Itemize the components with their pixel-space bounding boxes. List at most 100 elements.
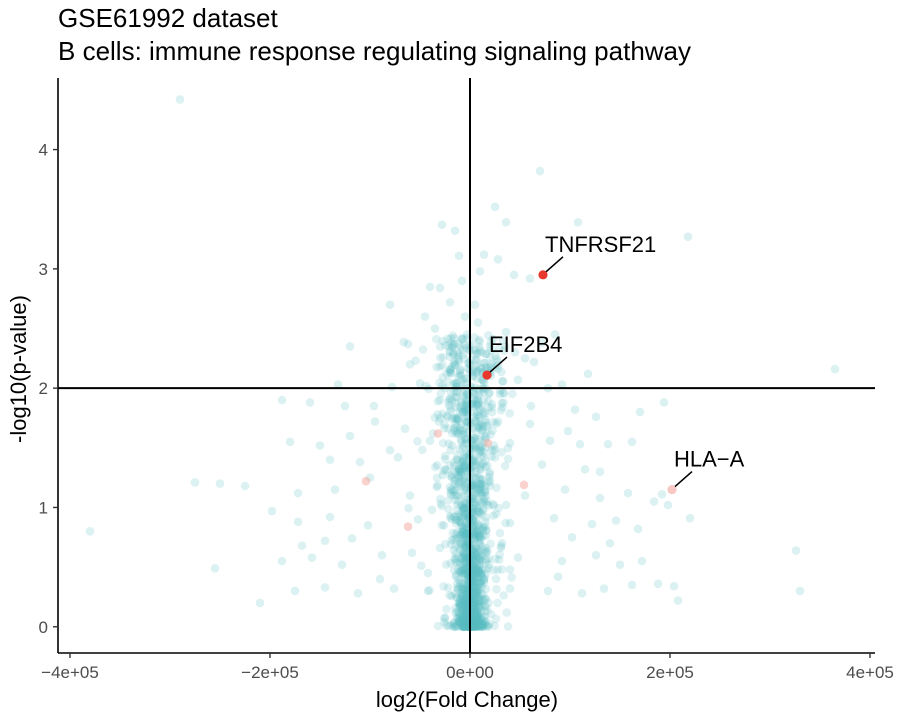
data-point (423, 568, 433, 578)
data-point (457, 591, 467, 601)
data-point (452, 414, 461, 423)
data-point (445, 364, 455, 374)
data-point (458, 590, 468, 600)
data-point (461, 559, 470, 568)
data-point (353, 589, 363, 598)
data-point (633, 524, 643, 534)
data-point (457, 600, 466, 609)
data-point (460, 521, 469, 531)
data-point (423, 586, 433, 596)
data-point (449, 458, 459, 467)
data-point (433, 410, 443, 419)
data-point (481, 486, 490, 495)
data-point (450, 378, 460, 388)
data-point (441, 539, 450, 549)
data-point (481, 417, 490, 427)
data-point (445, 352, 455, 362)
data-point (471, 622, 480, 631)
chart-title: GSE61992 dataset (58, 3, 278, 33)
y-tick-label: 0 (39, 618, 48, 637)
data-point (456, 342, 466, 352)
data-point (472, 526, 482, 536)
data-point (474, 483, 484, 493)
data-point (479, 377, 489, 387)
data-point (481, 456, 491, 466)
data-point (456, 470, 466, 479)
data-point (454, 599, 464, 609)
data-point (459, 598, 468, 607)
data-point (487, 359, 497, 369)
data-point (481, 594, 491, 604)
data-point (481, 491, 491, 501)
y-tick-label: 3 (39, 260, 48, 279)
data-point (470, 581, 479, 590)
data-point (175, 95, 185, 104)
data-point (461, 612, 470, 622)
data-point (499, 398, 508, 407)
data-point (460, 412, 470, 422)
data-point (457, 578, 466, 587)
faint-highlight-point (433, 429, 443, 438)
data-point (535, 166, 545, 176)
data-point (474, 568, 484, 577)
data-point (455, 371, 464, 380)
data-point (470, 609, 479, 619)
data-point (475, 337, 484, 347)
data-point (452, 427, 461, 437)
data-point (496, 405, 506, 415)
data-point (466, 615, 476, 625)
data-point (456, 530, 466, 540)
data-point (470, 617, 480, 627)
data-point (473, 504, 483, 513)
data-point (470, 617, 480, 626)
data-point (575, 439, 585, 449)
data-point (462, 622, 472, 631)
data-point (478, 525, 487, 535)
data-point (454, 413, 463, 422)
data-point (457, 457, 467, 467)
data-point (470, 395, 479, 404)
data-point (469, 365, 478, 374)
data-point (476, 498, 486, 507)
data-point (472, 622, 482, 631)
data-point (452, 414, 462, 424)
data-point (491, 351, 500, 361)
data-point (470, 530, 480, 539)
data-point (453, 471, 463, 480)
data-point (470, 345, 480, 355)
data-point (430, 324, 440, 333)
data-point (479, 596, 489, 605)
data-point (457, 334, 466, 344)
data-point (470, 621, 480, 630)
data-point (460, 481, 470, 490)
data-point (474, 435, 483, 444)
data-point (446, 485, 456, 495)
data-point (454, 251, 464, 261)
data-point (472, 552, 482, 561)
data-point (475, 554, 484, 563)
data-point (375, 574, 385, 584)
data-point (469, 599, 478, 608)
data-point (472, 407, 482, 417)
data-point (481, 517, 490, 526)
data-point (470, 622, 480, 632)
data-point (455, 617, 464, 626)
data-point (471, 570, 481, 579)
data-point (567, 532, 577, 542)
data-point (417, 561, 426, 570)
data-point (470, 530, 479, 539)
data-point (455, 613, 464, 623)
data-point (461, 498, 470, 508)
data-point (442, 411, 452, 421)
data-point (315, 441, 325, 450)
data-point (487, 446, 496, 455)
data-point (455, 407, 464, 417)
data-point (438, 361, 447, 370)
data-point (469, 604, 479, 614)
data-point (476, 601, 486, 610)
data-point (457, 276, 467, 286)
data-point (432, 473, 442, 483)
data-point (458, 566, 467, 576)
data-point (451, 398, 461, 408)
data-point (557, 380, 567, 389)
